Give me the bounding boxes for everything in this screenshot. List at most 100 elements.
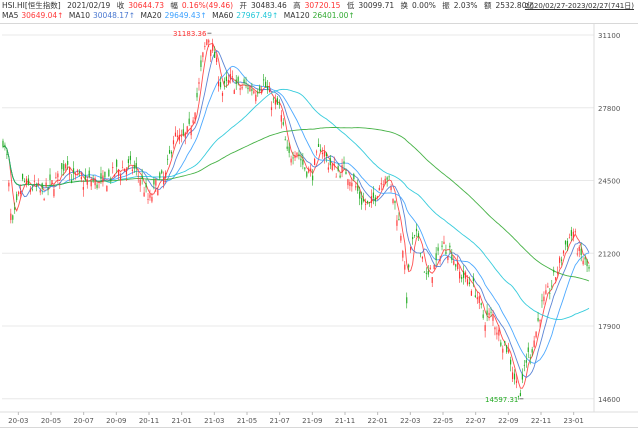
candle-body xyxy=(578,246,580,251)
x-tick-label: 21-05 xyxy=(237,417,257,425)
candle-body xyxy=(184,132,186,138)
candle-body xyxy=(357,185,359,191)
candle-body xyxy=(112,166,114,169)
candle-body xyxy=(20,191,22,194)
candle-body xyxy=(139,179,141,186)
candle-body xyxy=(98,181,100,183)
candle-body xyxy=(531,349,533,353)
candle-body xyxy=(61,163,63,170)
candle-body xyxy=(553,269,555,273)
candle-body xyxy=(21,173,24,180)
kline-chart-area[interactable]: 31100 27800 24500 21200 17900 14600 20-03 20-0… xyxy=(0,23,638,428)
candle-body xyxy=(214,52,216,58)
candle-body xyxy=(72,168,75,174)
x-tick-label: 21-07 xyxy=(269,417,289,425)
candle-body xyxy=(535,331,537,338)
extreme-labels: 31183.36 14597.31 xyxy=(173,30,524,404)
candle-body xyxy=(221,92,224,96)
candle-body xyxy=(178,134,180,141)
candle-body xyxy=(102,175,104,183)
candle-body xyxy=(300,158,302,161)
candle-body xyxy=(380,183,382,185)
candle-body xyxy=(472,277,474,282)
candle-body xyxy=(145,183,147,188)
candle-body xyxy=(100,173,102,180)
symbol-name[interactable]: HSI.HI[恒生指数] xyxy=(2,1,61,10)
candle-body xyxy=(355,186,357,188)
y-tick-label: 14600 xyxy=(598,396,620,404)
candle-body xyxy=(37,183,39,185)
candle-body xyxy=(406,297,408,304)
date-range-selector[interactable]: 2020/02/27-2023/02/27(741日) xyxy=(524,2,634,10)
candle-body xyxy=(386,177,388,180)
candle-body xyxy=(288,146,290,153)
candle-body xyxy=(321,152,324,155)
candle-body xyxy=(176,135,179,137)
candle-body xyxy=(484,325,486,331)
candle-body xyxy=(425,272,427,274)
candle-body xyxy=(396,220,398,226)
ma60-label: MA60 xyxy=(212,11,234,20)
candle-body xyxy=(49,174,51,181)
candle-body xyxy=(243,79,245,84)
x-tick-label: 22-01 xyxy=(367,417,387,425)
open-label: 开 xyxy=(239,1,247,10)
candle-body xyxy=(104,171,106,178)
x-tick-label: 20-05 xyxy=(41,417,61,425)
candle-body xyxy=(398,218,400,221)
candle-body xyxy=(376,196,378,198)
candle-body xyxy=(67,160,69,165)
moving-average-lines xyxy=(2,42,590,389)
candle-body xyxy=(368,202,371,203)
min-price-label: 14597.31 xyxy=(485,396,518,404)
candle-body xyxy=(92,180,94,181)
candle-body xyxy=(119,174,122,181)
candle-body xyxy=(282,122,284,125)
candle-body xyxy=(419,252,422,254)
x-tick-label: 23-01 xyxy=(563,417,583,425)
x-tick-label: 21-11 xyxy=(335,417,355,425)
candle-body xyxy=(529,357,531,358)
ma10-label: MA10 xyxy=(68,11,90,20)
candle-body xyxy=(543,296,545,302)
candle-body xyxy=(331,164,333,170)
candle-body xyxy=(141,175,143,179)
candle-body xyxy=(441,245,443,247)
candle-body xyxy=(498,329,500,336)
candle-body xyxy=(523,364,525,366)
y-tick-label: 21200 xyxy=(598,250,620,258)
candle-body xyxy=(53,189,55,197)
candle-body xyxy=(429,267,431,270)
candle-body xyxy=(306,171,308,177)
candle-body xyxy=(272,98,275,100)
candle-body xyxy=(227,79,229,83)
candle-body xyxy=(304,167,306,170)
candle-body xyxy=(206,39,208,45)
candle-body xyxy=(502,348,504,353)
candle-body xyxy=(155,180,157,186)
candle-body xyxy=(319,149,322,152)
candle-body xyxy=(121,167,124,169)
candle-body xyxy=(559,257,561,263)
candle-body xyxy=(257,91,259,94)
candle-body xyxy=(284,139,286,141)
x-tick-label: 22-09 xyxy=(498,417,518,425)
candle-body xyxy=(492,316,494,321)
candle-body xyxy=(466,279,469,285)
candle-body xyxy=(278,103,280,105)
ma-line-ma10 xyxy=(2,49,590,379)
candle-body xyxy=(18,191,20,195)
candle-body xyxy=(359,191,361,199)
candle-body xyxy=(378,187,380,191)
candle-body xyxy=(133,165,135,169)
candle-body xyxy=(570,230,572,236)
candle-body xyxy=(349,181,351,186)
candle-body xyxy=(476,297,478,300)
x-tick-label: 21-01 xyxy=(171,417,191,425)
candle-body xyxy=(584,257,586,260)
candle-body xyxy=(533,340,535,348)
candle-body xyxy=(310,168,312,172)
ma-line-ma120 xyxy=(2,127,590,282)
candle-body xyxy=(564,240,567,245)
